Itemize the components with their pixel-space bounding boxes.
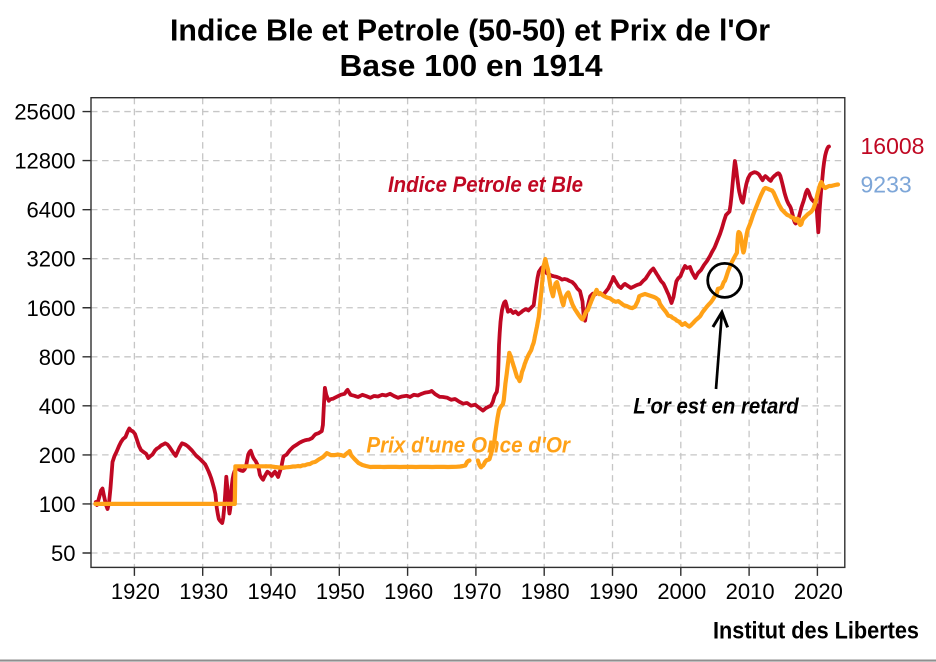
- svg-text:3200: 3200: [27, 247, 76, 272]
- svg-text:6400: 6400: [27, 198, 76, 223]
- svg-text:Base 100 en 1914: Base 100 en 1914: [340, 49, 603, 83]
- svg-text:Institut des Libertes: Institut des Libertes: [713, 617, 919, 644]
- svg-text:200: 200: [39, 443, 76, 468]
- svg-text:1980: 1980: [521, 579, 570, 604]
- svg-text:1960: 1960: [384, 579, 433, 604]
- svg-text:Prix d'une Once d'Or: Prix d'une Once d'Or: [366, 432, 571, 457]
- svg-text:25600: 25600: [14, 100, 75, 125]
- svg-text:12800: 12800: [14, 149, 75, 174]
- svg-text:1940: 1940: [248, 579, 297, 604]
- svg-text:1990: 1990: [589, 579, 638, 604]
- svg-text:1930: 1930: [179, 579, 228, 604]
- svg-text:400: 400: [39, 394, 76, 419]
- svg-text:100: 100: [39, 492, 76, 517]
- svg-text:800: 800: [39, 345, 76, 370]
- svg-text:50: 50: [51, 541, 75, 566]
- svg-text:2020: 2020: [794, 579, 843, 604]
- svg-text:Indice Ble et Petrole (50-50): Indice Ble et Petrole (50-50) et Prix de…: [170, 14, 770, 48]
- svg-text:16008: 16008: [861, 133, 925, 159]
- svg-text:2000: 2000: [657, 579, 706, 604]
- svg-text:2010: 2010: [726, 579, 775, 604]
- svg-text:1600: 1600: [27, 296, 76, 321]
- svg-text:1950: 1950: [316, 579, 365, 604]
- svg-text:Indice Petrole et Ble: Indice Petrole et Ble: [388, 172, 583, 197]
- svg-text:9233: 9233: [861, 172, 912, 198]
- svg-text:1970: 1970: [452, 579, 501, 604]
- svg-text:1920: 1920: [111, 579, 160, 604]
- svg-text:L'or est en retard: L'or est en retard: [633, 394, 799, 419]
